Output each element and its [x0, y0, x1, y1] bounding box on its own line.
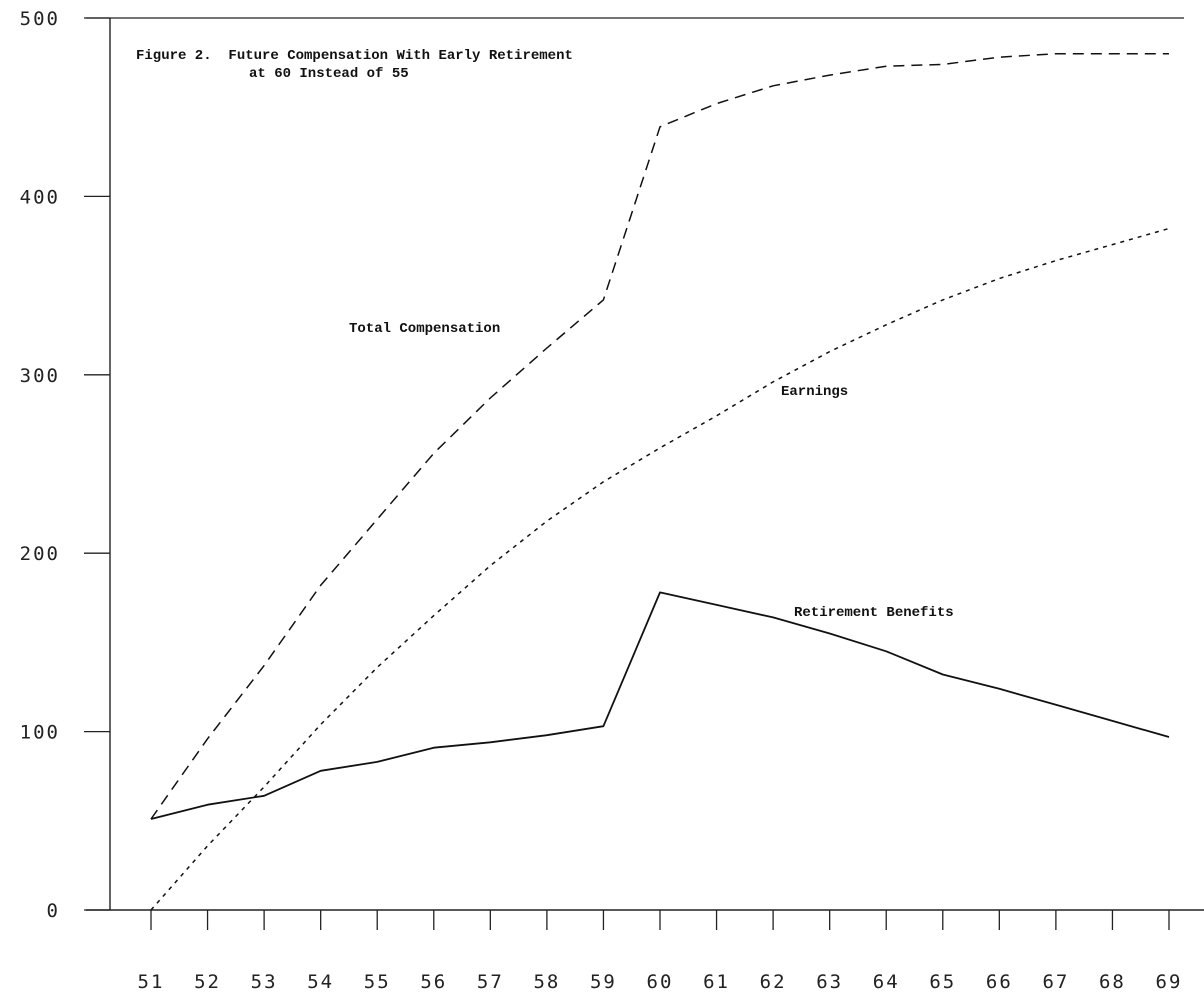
y-tick-label: 300	[20, 365, 60, 387]
chart-text: Figure 2. Future Compensation With Early…	[136, 48, 954, 621]
x-tick-label: 54	[307, 971, 334, 993]
x-tick-label: 55	[364, 971, 391, 993]
y-ticks: 0 100 200 300 400 500	[20, 8, 110, 922]
chart-title-line-2: at 60 Instead of 55	[249, 66, 409, 82]
x-tick-label: 57	[477, 971, 504, 993]
y-tick-label: 100	[20, 722, 60, 744]
series-label-earnings: Earnings	[781, 384, 848, 400]
x-tick-label: 53	[251, 971, 278, 993]
series-label-retirement-benefits: Retirement Benefits	[794, 605, 954, 621]
series-label-total-compensation: Total Compensation	[349, 321, 500, 337]
x-tick-label: 63	[816, 971, 843, 993]
x-ticks: 51 52 53 54 55 56 57 58 59 60 61 62 63 64 65 66 67 68 69	[138, 910, 1183, 993]
x-tick-label: 60	[647, 971, 674, 993]
series-line-total-compensation	[150, 52, 1169, 820]
x-tick-label: 61	[703, 971, 730, 993]
x-tick-label: 56	[420, 971, 447, 993]
x-tick-label: 58	[533, 971, 560, 993]
series-lines	[150, 52, 1170, 911]
x-tick-label: 69	[1156, 971, 1183, 993]
x-tick-label: 64	[873, 971, 900, 993]
x-tick-label: 65	[929, 971, 956, 993]
y-tick-label: 400	[20, 186, 60, 208]
chart-title-line-1: Figure 2. Future Compensation With Early…	[136, 48, 573, 64]
x-tick-label: 67	[1042, 971, 1069, 993]
x-tick-label: 51	[138, 971, 165, 993]
y-tick-label: 0	[47, 900, 60, 922]
series-line-retirement-benefits	[150, 591, 1170, 820]
x-tick-label: 66	[986, 971, 1013, 993]
x-tick-label: 52	[194, 971, 221, 993]
y-tick-label: 500	[20, 8, 60, 30]
x-tick-label: 59	[590, 971, 617, 993]
x-tick-label: 68	[1099, 971, 1126, 993]
x-tick-label: 62	[760, 971, 787, 993]
series-line-earnings	[150, 227, 1170, 911]
y-tick-label: 200	[20, 543, 60, 565]
axes	[86, 17, 1204, 911]
